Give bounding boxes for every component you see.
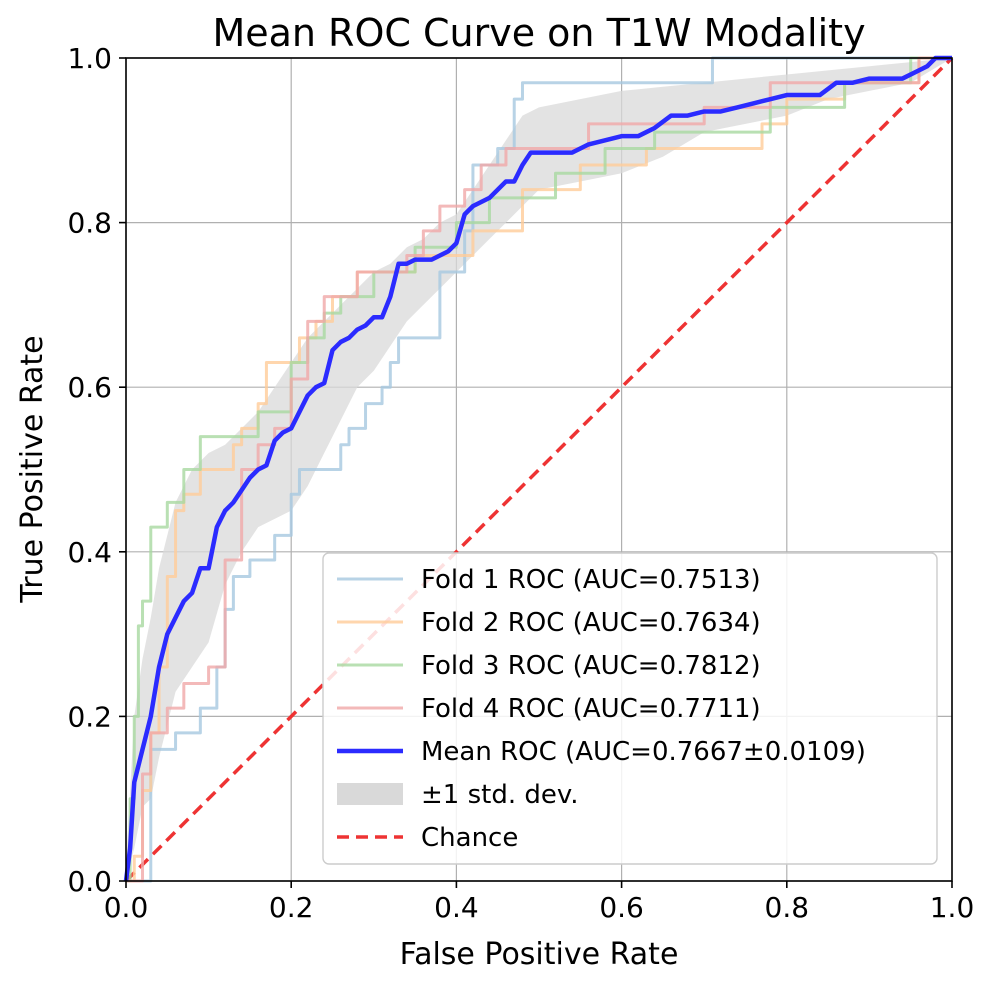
y-tick-label: 1.0 xyxy=(67,42,112,75)
series-layer xyxy=(123,55,952,883)
legend-fold-3-roc-auc-0-7812-label: Fold 3 ROC (AUC=0.7812) xyxy=(421,651,761,681)
x-tick-label: 0.6 xyxy=(599,891,644,924)
y-tick-label: 0.8 xyxy=(67,207,112,240)
x-tick-label: 0.4 xyxy=(434,891,479,924)
legend-chance-label: Chance xyxy=(421,823,518,853)
axis-ticks: 0.0 0.2 0.4 0.6 0.8 1.0 0.0 0.2 0.4 0.6 0.8 1.0 xyxy=(67,42,974,924)
chart-title: Mean ROC Curve on T1W Modality xyxy=(212,11,865,55)
legend-box xyxy=(322,552,938,865)
plot-frame xyxy=(125,57,953,882)
y-tick-label: 0.6 xyxy=(67,371,112,404)
x-tick-label: 1.0 xyxy=(930,891,975,924)
x-tick-label: 0.0 xyxy=(104,891,149,924)
mean-roc-line xyxy=(123,55,952,882)
legend: Fold 1 ROC (AUC=0.7513) Fold 2 ROC (AUC=0… xyxy=(322,552,938,865)
legend-1-std-dev-label: ±1 std. dev. xyxy=(421,780,579,810)
y-tick-label: 0.0 xyxy=(67,865,112,898)
x-axis-label: False Positive Rate xyxy=(400,937,679,972)
legend-fold-1-roc-auc-0-7513-label: Fold 1 ROC (AUC=0.7513) xyxy=(421,565,761,595)
fold-4-roc-line xyxy=(126,56,952,883)
std-band-layer xyxy=(126,58,952,881)
legend-fold-2-roc-auc-0-7634-label: Fold 2 ROC (AUC=0.7634) xyxy=(421,608,761,638)
legend-mean-roc-auc-0-7667-0-0109-label: Mean ROC (AUC=0.7667±0.0109) xyxy=(421,737,866,767)
chance-line xyxy=(124,56,954,883)
std-band-area xyxy=(126,58,952,881)
y-tick-label: 0.4 xyxy=(67,536,112,569)
legend-1-std-dev-swatch xyxy=(337,783,403,805)
legend-fold-4-roc-auc-0-7711-label: Fold 4 ROC (AUC=0.7711) xyxy=(421,694,761,724)
x-tick-label: 0.8 xyxy=(765,891,810,924)
chance-layer xyxy=(124,56,954,883)
y-axis-label: True Positive Rate xyxy=(15,335,50,603)
y-tick-label: 0.2 xyxy=(67,700,112,733)
x-tick-label: 0.2 xyxy=(269,891,314,924)
